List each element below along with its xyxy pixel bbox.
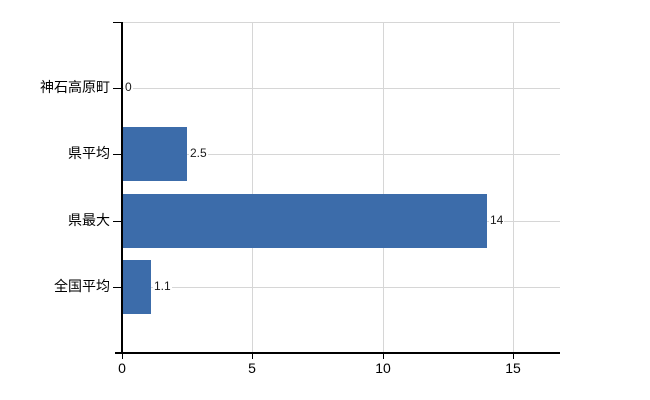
- value-label-3: 1.1: [153, 279, 172, 294]
- category-label-2: 県最大: [68, 212, 110, 228]
- horizontal-gridline: [122, 88, 560, 89]
- vertical-gridline: [383, 22, 384, 353]
- category-label-1: 県平均: [68, 145, 110, 161]
- x-axis-tick-1: [252, 354, 253, 359]
- bar-3: [122, 260, 151, 314]
- y-axis-tick-0: [113, 88, 122, 89]
- y-axis: [121, 22, 123, 354]
- x-axis: [115, 352, 560, 354]
- y-axis-top-tick: [113, 22, 122, 23]
- y-axis-tick-3: [113, 287, 122, 288]
- x-axis-tick-3: [513, 354, 514, 359]
- value-label-2: 14: [489, 213, 505, 228]
- value-label-1: 2.5: [189, 146, 208, 161]
- y-axis-tick-2: [113, 221, 122, 222]
- x-axis-tick-0: [122, 354, 123, 359]
- x-axis-tick-2: [383, 354, 384, 359]
- category-label-3: 全国平均: [54, 278, 110, 294]
- x-tick-label-0: 0: [118, 360, 126, 376]
- category-label-0: 神石高原町: [40, 79, 110, 95]
- horizontal-gridline: [122, 287, 560, 288]
- x-tick-label-3: 15: [505, 360, 521, 376]
- horizontal-gridline: [122, 154, 560, 155]
- x-tick-label-1: 5: [248, 360, 256, 376]
- plot-top-border: [122, 22, 560, 23]
- y-axis-tick-1: [113, 154, 122, 155]
- vertical-gridline: [252, 22, 253, 353]
- value-label-0: 0: [124, 80, 133, 95]
- bar-2: [122, 194, 487, 248]
- vertical-gridline: [513, 22, 514, 353]
- x-tick-label-2: 10: [375, 360, 391, 376]
- bar-1: [122, 127, 187, 181]
